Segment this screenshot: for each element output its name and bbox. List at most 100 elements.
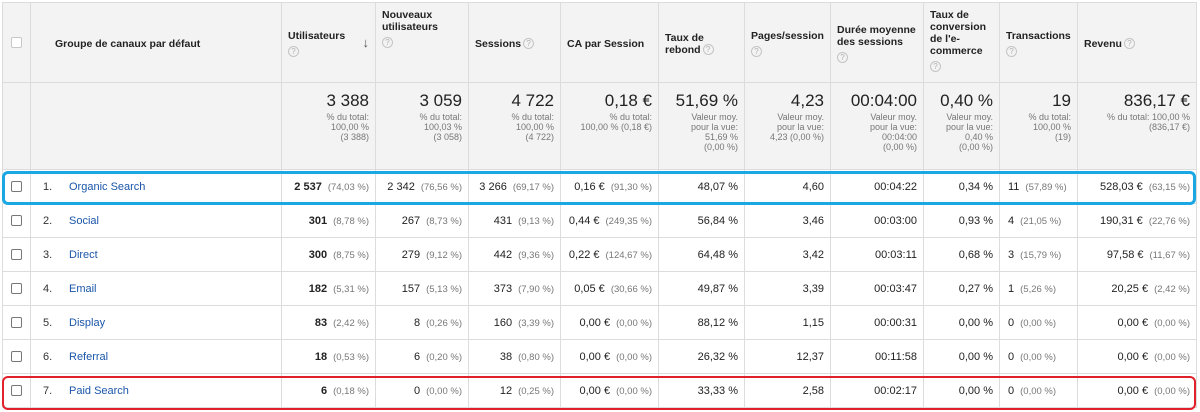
channel-link[interactable]: Organic Search [69, 180, 146, 193]
totals-empty-cell [2, 82, 31, 170]
bounce-cell: 64,48 % [658, 237, 745, 272]
sort-desc-icon[interactable]: ↓ [362, 35, 370, 50]
sessions-pct: (69,17 %) [512, 181, 554, 193]
bounce-cell: 26,32 % [658, 339, 745, 374]
col-header-transactions[interactable]: Transactions? [999, 2, 1078, 83]
row-checkbox-cell [2, 271, 31, 306]
table-row[interactable]: 7. Paid Search 6 (0,18 %) 0 (0,00 %) 12 (0,2… [2, 373, 1197, 408]
totals-row: 3 388 % du total: 100,00 % (3 388) 3 059%… [2, 82, 1197, 170]
col-label-new-users: Nouveaux utilisateurs [382, 9, 439, 33]
conversion-value: 0,00 % [958, 350, 993, 363]
channel-link[interactable]: Paid Search [69, 384, 129, 397]
ca-pct: (30,66 %) [610, 283, 652, 295]
channel-link[interactable]: Display [69, 316, 106, 329]
new-users-pct: (76,56 %) [420, 181, 462, 193]
bounce-cell: 88,12 % [658, 305, 745, 340]
row-checkbox[interactable] [11, 215, 22, 227]
help-icon[interactable]: ? [1006, 46, 1017, 57]
new-users-value: 267 [401, 214, 421, 227]
col-header-sessions[interactable]: Sessions? [468, 2, 561, 83]
channel-link[interactable]: Email [69, 282, 97, 295]
row-checkbox[interactable] [11, 317, 22, 329]
pages-cell: 12,37 [744, 339, 831, 374]
new-users-pct: (0,26 %) [426, 317, 462, 329]
new-users-pct: (0,20 %) [426, 351, 462, 363]
pages-cell: 1,15 [744, 305, 831, 340]
table-row[interactable]: 6. Referral 18 (0,53 %) 6 (0,20 %) 38 (0,80 … [2, 339, 1197, 374]
col-header-dimension: Groupe de canaux par défaut [30, 2, 282, 83]
row-checkbox-cell [2, 339, 31, 374]
users-value: 83 [314, 316, 328, 329]
col-label-duration: Durée moyenne des sessions [837, 24, 916, 48]
select-all-checkbox[interactable] [11, 37, 22, 49]
col-header-ca-session[interactable]: CA par Session [560, 2, 659, 83]
pages-cell: 3,42 [744, 237, 831, 272]
total-value: 0,18 € [604, 91, 652, 110]
table-row[interactable]: 1. Organic Search 2 537 (74,03 %) 2 342 (76… [2, 169, 1197, 204]
help-icon[interactable]: ? [1123, 38, 1135, 50]
bounce-value: 56,84 % [697, 214, 738, 227]
transactions-cell: 3 (15,79 %) [999, 237, 1078, 272]
col-header-duration[interactable]: Durée moyenne des sessions? [830, 2, 924, 83]
col-header-users[interactable]: Utilisateurs? ↓ [281, 2, 376, 83]
row-checkbox-cell [2, 237, 31, 272]
channel-link[interactable]: Direct [69, 248, 98, 261]
conversion-value: 0,27 % [958, 282, 993, 295]
table-row[interactable]: 3. Direct 300 (8,75 %) 279 (9,12 %) 442 (9,3… [2, 237, 1197, 272]
bounce-value: 48,07 % [697, 180, 738, 193]
duration-cell: 00:11:58 [830, 339, 924, 374]
sessions-cell: 442 (9,36 %) [468, 237, 561, 272]
row-checkbox[interactable] [11, 351, 22, 363]
new-users-cell: 0 (0,00 %) [375, 373, 469, 408]
col-header-conversion[interactable]: Taux de conversion de l'e-commerce? [923, 2, 1000, 83]
header-row: Groupe de canaux par défaut Utilisateurs… [2, 2, 1197, 83]
total-new-users: 3 059 % du total: 100,03 % (3 058) [375, 82, 469, 170]
new-users-cell: 2 342 (76,56 %) [375, 169, 469, 204]
conversion-cell: 0,00 % [923, 305, 1000, 340]
ca-value: 0,00 € [579, 350, 611, 363]
row-checkbox-cell [2, 169, 31, 204]
row-checkbox[interactable] [11, 385, 22, 397]
conversion-cell: 0,93 % [923, 203, 1000, 238]
row-checkbox[interactable] [11, 283, 22, 295]
help-icon[interactable]: ? [523, 38, 535, 50]
table-row[interactable]: 2. Social 301 (8,78 %) 267 (8,73 %) 431 (9,1… [2, 203, 1197, 238]
row-checkbox[interactable] [11, 249, 22, 261]
channel-link[interactable]: Referral [69, 350, 109, 363]
bounce-value: 49,87 % [697, 282, 738, 295]
pages-cell: 3,39 [744, 271, 831, 306]
duration-value: 00:00:31 [874, 316, 917, 329]
sessions-cell: 3 266 (69,17 %) [468, 169, 561, 204]
row-checkbox[interactable] [11, 181, 22, 193]
col-header-bounce[interactable]: Taux de rebond? [658, 2, 745, 83]
transactions-pct: (5,26 %) [1020, 283, 1057, 295]
duration-value: 00:03:11 [874, 248, 917, 261]
users-pct: (5,31 %) [333, 283, 369, 295]
help-icon[interactable]: ? [930, 61, 941, 72]
transactions-value: 4 [1008, 214, 1015, 227]
users-pct: (8,78 %) [333, 215, 369, 227]
col-header-pages[interactable]: Pages/session? [744, 2, 831, 83]
duration-value: 00:02:17 [874, 384, 917, 397]
help-icon[interactable]: ? [837, 52, 848, 63]
users-value: 6 [320, 384, 328, 397]
users-cell: 18 (0,53 %) [281, 339, 376, 374]
total-sub: % du total: 100,00 % (4 722) [511, 112, 554, 142]
col-header-revenue[interactable]: Revenu? [1077, 2, 1197, 83]
help-icon[interactable]: ? [288, 46, 299, 57]
row-checkbox-cell [2, 305, 31, 340]
col-header-new-users[interactable]: Nouveaux utilisateurs? [375, 2, 469, 83]
help-icon[interactable]: ? [702, 44, 714, 56]
channel-link[interactable]: Social [69, 214, 99, 227]
table-row[interactable]: 4. Email 182 (5,31 %) 157 (5,13 %) 373 (7,90… [2, 271, 1197, 306]
dimension-cell: 6. Referral [30, 339, 282, 374]
help-icon[interactable]: ? [382, 37, 393, 48]
users-pct: (2,42 %) [333, 317, 369, 329]
table-row[interactable]: 5. Display 83 (2,42 %) 8 (0,26 %) 160 (3,39 … [2, 305, 1197, 340]
sessions-value: 12 [499, 384, 513, 397]
row-checkbox-cell [2, 203, 31, 238]
row-rank: 6. [43, 350, 53, 363]
help-icon[interactable]: ? [751, 46, 762, 57]
ca-pct: (0,00 %) [616, 317, 652, 329]
row-rank: 2. [43, 214, 53, 227]
